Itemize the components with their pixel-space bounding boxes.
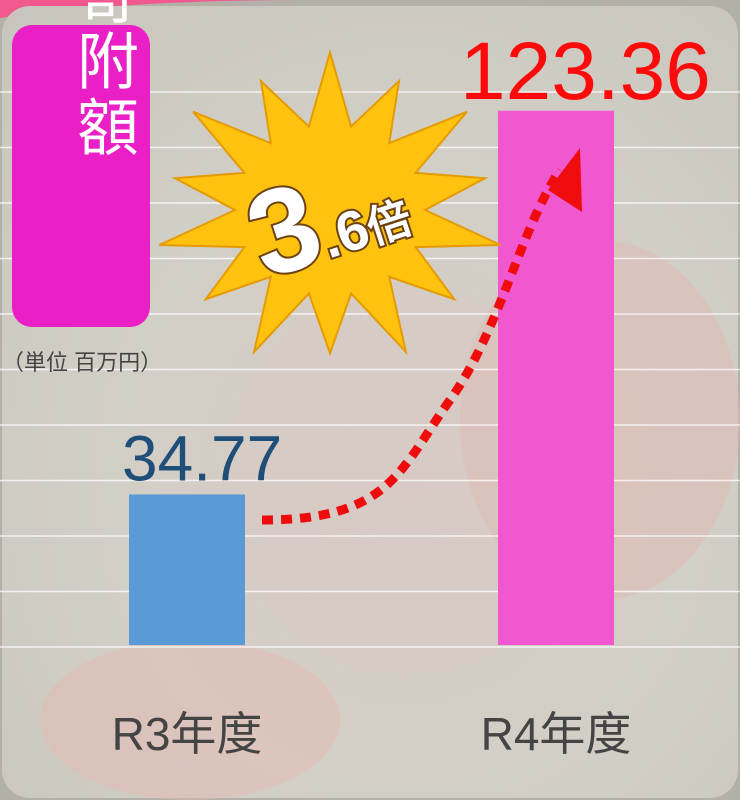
x-tick-label: R4年度: [481, 708, 632, 760]
page: {"chart_data": {"type": "bar", "title": …: [0, 0, 740, 800]
x-tick-label: R3年度: [112, 708, 263, 760]
value-label: 34.77: [122, 422, 282, 494]
chart: R3年度34.77R4年度123.36 寄附額 （単位 百万円） 3.6倍: [0, 0, 740, 800]
chart-title: 寄附額: [67, 0, 137, 161]
value-label: 123.36: [460, 26, 711, 117]
bar: [129, 494, 245, 645]
unit-label: （単位 百万円）: [2, 350, 162, 375]
